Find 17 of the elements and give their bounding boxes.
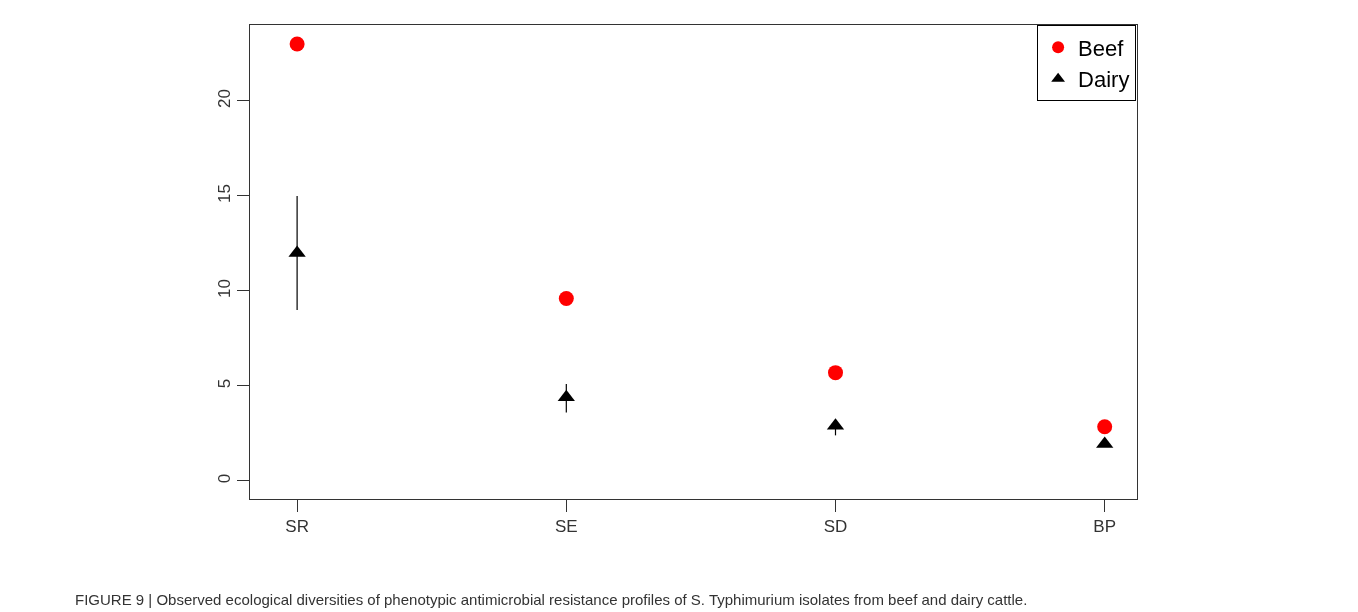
- legend-label: Dairy: [1078, 67, 1130, 93]
- x-tick-label: SE: [554, 517, 578, 537]
- point: [1097, 419, 1113, 435]
- legend-label: Beef: [1078, 35, 1125, 61]
- point: [828, 365, 843, 381]
- caption: FIGURE 9 | Observed ecological diversities of phenotypic antimicrobial resistance profiles of S. Typhimurium isolates from beef and dairy cattle.: [75, 591, 1028, 608]
- y-tick-label: 20: [215, 88, 235, 108]
- x-tick-label: SD: [823, 517, 848, 537]
- x-tick-label: BP: [1093, 517, 1117, 537]
- point: [558, 291, 574, 307]
- x-tick-label: SR: [285, 517, 309, 537]
- y-tick-label: 0: [215, 473, 235, 484]
- point: [289, 36, 305, 52]
- y-tick-label: 15: [215, 183, 235, 203]
- point: [557, 389, 575, 402]
- y-tick-label: 5: [215, 378, 235, 389]
- y-tick-label: 10: [215, 278, 235, 298]
